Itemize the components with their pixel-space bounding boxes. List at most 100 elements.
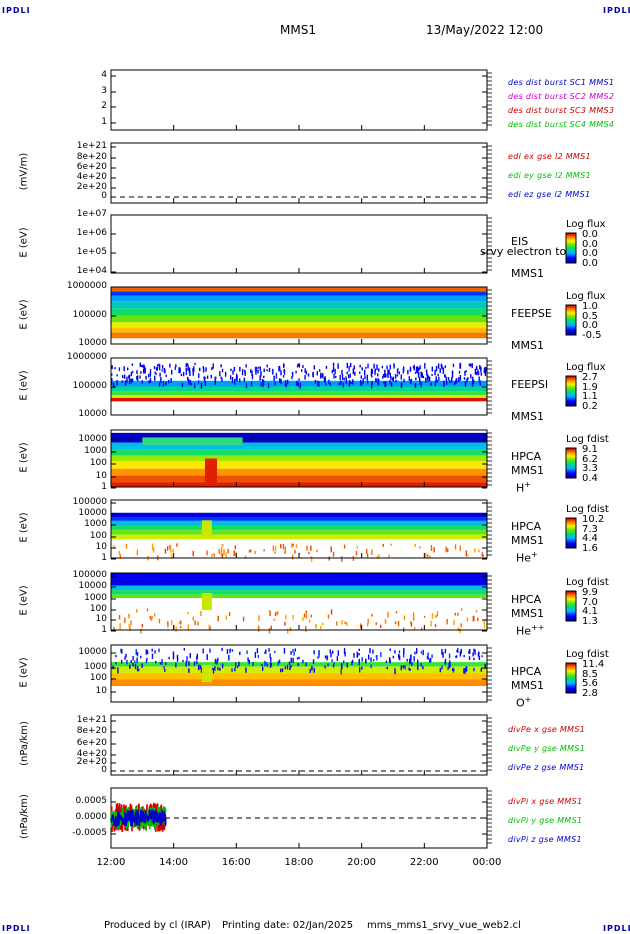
hpca-h-colorbar-swatch xyxy=(566,474,576,476)
feepsi-spectrogram-speck xyxy=(187,366,189,371)
hpca-o-spectrogram-speck xyxy=(302,659,304,664)
hpca-he-spectrogram-speck xyxy=(371,549,373,555)
feepsi-spectrogram-speck xyxy=(241,371,244,376)
feepsi-spectrogram-speck xyxy=(471,363,473,369)
feepsi-spectrogram-speck xyxy=(471,381,474,387)
feepsi-colorbar-swatch xyxy=(566,399,576,401)
feepsi-spectrogram-speck xyxy=(210,374,212,379)
hpca-o-spectrogram-speck xyxy=(226,649,229,655)
hpca-he-spectrogram-speck xyxy=(250,549,252,553)
feepsi-colorbar-tick: 1.1 xyxy=(582,391,598,402)
hpca-o-spectrogram-speck xyxy=(176,656,179,662)
hpca-he-spectrogram-speck xyxy=(113,545,115,548)
hpca-o-spectrogram-speck xyxy=(455,655,457,658)
hpca-he-spectrogram-speck xyxy=(328,556,330,561)
hpca-he-colorbar-swatch xyxy=(566,531,576,533)
hpca-o-spectrogram-speck xyxy=(176,654,179,659)
hpca-o-spectrogram-speck xyxy=(429,658,431,663)
hpca-o-spectrogram-speck xyxy=(161,659,163,665)
feepsi-spectrogram-speck xyxy=(435,376,437,383)
hpca-hepp-spectrogram-speck xyxy=(430,620,432,627)
hpca-h-colorbar-swatch xyxy=(566,454,576,456)
burst-legend-entry: des dist burst SC3 MMS3 xyxy=(508,106,615,115)
hpca-hepp-species-charge: ++ xyxy=(531,623,545,632)
hpca-o-spectrogram-speck xyxy=(474,649,476,655)
hpca-o-spectrogram-speck xyxy=(460,648,462,654)
hpca-o-spectrogram-speck xyxy=(409,668,411,671)
hpca-o-spectrogram-speck xyxy=(409,658,411,665)
hpca-o-spectrogram-speck xyxy=(145,651,147,654)
feepsi-spectrogram-speck xyxy=(431,373,433,376)
feepsi-spectrogram-speck xyxy=(476,371,478,376)
corner-mark-top-right: IPDLI xyxy=(603,6,630,15)
hpca-hepp-spectrogram-speck xyxy=(268,628,271,634)
feepsi-spectrogram-speck xyxy=(141,364,144,367)
hpca-o-spectrogram-speck xyxy=(444,648,447,654)
hpca-hepp-colorbar-swatch xyxy=(566,595,576,597)
hpca-h-colorbar-swatch xyxy=(566,472,576,474)
hpca-hepp-spectrogram xyxy=(111,573,487,634)
feepsi-spectrogram-speck xyxy=(313,365,315,370)
feepsi-spectrogram-speck xyxy=(113,382,115,389)
hpca-hepp-spectrogram-speck xyxy=(286,628,289,634)
hpca-hepp-colorbar-swatch xyxy=(566,599,576,601)
hpca-o-spectrogram-speck xyxy=(332,664,335,668)
feepse-colorbar-swatch xyxy=(566,305,576,307)
eis-colorbar-swatch xyxy=(566,235,576,237)
footer-produced: Produced by cl (IRAP) xyxy=(104,920,211,931)
hpca-hepp-spectrogram-speck xyxy=(130,620,132,626)
hpca-o-spacecraft-name: MMS1 xyxy=(511,679,544,692)
feepsi-spectrogram-speck xyxy=(323,377,326,383)
feepsi-spectrogram-speck xyxy=(291,371,294,377)
hpca-hepp-spectrogram-speck xyxy=(344,621,346,625)
hpca-o-spectrogram-speck xyxy=(284,666,287,670)
hpca-o-ytick-label: 10 xyxy=(95,686,107,696)
feepsi-spectrogram-speck xyxy=(414,371,417,374)
feepse-colorbar-swatch xyxy=(566,311,576,313)
feepsi-spectrogram-speck xyxy=(459,362,461,369)
feepsi-spectrogram-speck xyxy=(171,369,173,375)
feepsi-spectrogram-speck xyxy=(425,377,427,383)
hpca-h-colorbar-swatch xyxy=(566,468,576,470)
feepsi-spectrogram-speck xyxy=(333,373,335,379)
feepsi-spectrogram-speck xyxy=(189,379,192,386)
feepsi-spectrogram-speck xyxy=(232,370,234,375)
hpca-o-spectrogram-speck xyxy=(269,653,271,658)
feepsi-spectrogram-speck xyxy=(185,369,188,376)
feepsi-spectrogram-speck xyxy=(155,372,157,375)
hpca-o-spectrogram-speck xyxy=(409,658,412,664)
hpca-hepp-spectrogram-speck xyxy=(397,620,400,627)
hpca-h-colorbar-swatch xyxy=(566,460,576,462)
hpca-he-colorbar-title: Log fdist xyxy=(566,504,609,515)
feepse-spectrogram-band xyxy=(111,322,487,329)
hpca-o-spectrogram-speck xyxy=(115,654,117,658)
hpca-hepp-colorbar-swatch xyxy=(566,608,576,610)
hpca-o-spectrogram-speck xyxy=(327,663,329,667)
feepsi-ytick-label: 100000 xyxy=(72,381,107,391)
hpca-hepp-colorbar-swatch xyxy=(566,619,576,621)
feepsi-spectrogram-speck xyxy=(422,375,425,379)
hpca-o-spectrogram-speck xyxy=(358,661,361,666)
feepsi-spectrogram-speck xyxy=(387,373,389,378)
hpca-o-spectrogram-speck xyxy=(413,656,415,662)
hpca-o-spectrogram-speck xyxy=(265,662,268,666)
hpca-he-spectrogram-speck xyxy=(291,554,294,560)
feepsi-spectrogram-speck xyxy=(426,369,428,376)
hpca-o-colorbar-tick: 5.6 xyxy=(582,678,598,689)
hpca-he-spectrogram-speck xyxy=(316,549,318,553)
eis-colorbar-swatch xyxy=(566,261,576,263)
feepsi-spectrogram-speck xyxy=(126,376,128,383)
hpca-o-spectrogram-speck xyxy=(221,663,224,669)
feepsi-spectrogram-speck xyxy=(428,376,431,382)
hpca-he-spectrogram-band xyxy=(111,512,487,518)
feepsi-spectrogram-speck xyxy=(436,379,438,383)
feepsi-spectrogram-speck xyxy=(194,362,196,366)
hpca-hepp-spectrogram-speck xyxy=(285,614,287,620)
feepsi-spectrogram-speck xyxy=(447,376,450,381)
hpca-o-ytick-label: 10000 xyxy=(78,647,107,657)
hpca-hepp-spectrogram-speck xyxy=(371,613,373,617)
feepsi-instrument-name: FEEPSI xyxy=(511,378,549,391)
feepse-colorbar-swatch xyxy=(566,325,576,327)
hpca-he-spectrogram-speck xyxy=(254,550,257,554)
hpca-o-colorbar-swatch xyxy=(566,677,576,679)
